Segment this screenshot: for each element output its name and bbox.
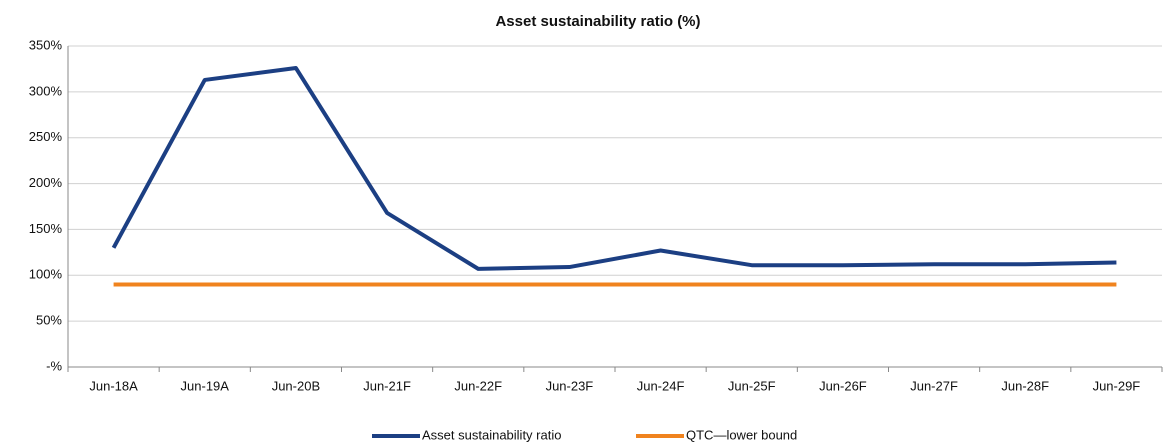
x-tick-label: Jun-26F bbox=[819, 378, 867, 393]
y-tick-label: 100% bbox=[29, 267, 63, 282]
y-tick-label: 250% bbox=[29, 129, 63, 144]
x-tick-label: Jun-25F bbox=[728, 378, 776, 393]
legend-label: Asset sustainability ratio bbox=[422, 427, 561, 442]
legend-label: QTC—lower bound bbox=[686, 427, 797, 442]
x-tick-label: Jun-23F bbox=[546, 378, 594, 393]
x-tick-label: Jun-21F bbox=[363, 378, 411, 393]
series-line bbox=[111, 66, 1117, 271]
x-tick-label: Jun-29F bbox=[1093, 378, 1141, 393]
y-tick-label: 200% bbox=[29, 175, 63, 190]
y-tick-label: 300% bbox=[29, 83, 63, 98]
y-tick-label: 150% bbox=[29, 221, 63, 236]
x-tick-label: Jun-18A bbox=[89, 378, 138, 393]
x-tick-label: Jun-24F bbox=[637, 378, 685, 393]
y-tick-label: 50% bbox=[36, 313, 62, 328]
y-tick-label: -% bbox=[46, 358, 62, 373]
chart-title: Asset sustainability ratio (%) bbox=[495, 13, 700, 30]
x-tick-label: Jun-19A bbox=[181, 378, 230, 393]
x-tick-label: Jun-28F bbox=[1001, 378, 1049, 393]
x-tick-label: Jun-20B bbox=[272, 378, 320, 393]
y-tick-label: 350% bbox=[29, 37, 63, 52]
x-tick-label: Jun-27F bbox=[910, 378, 958, 393]
x-tick-label: Jun-22F bbox=[454, 378, 502, 393]
